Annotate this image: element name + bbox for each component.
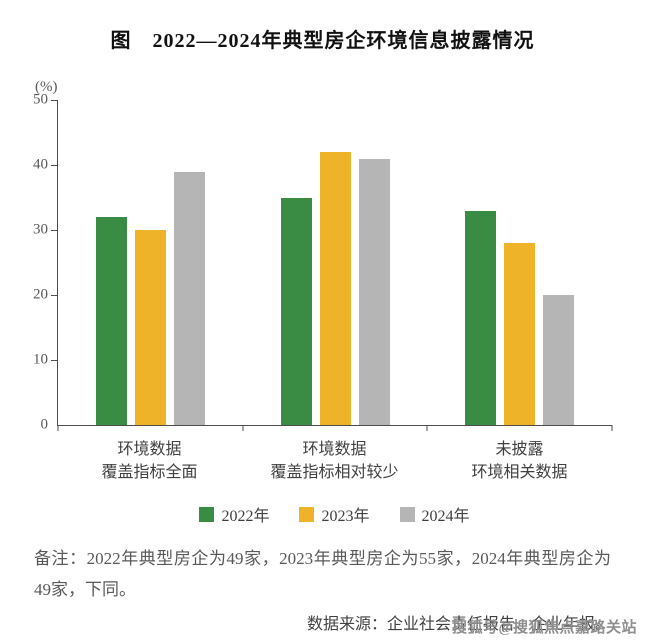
bar-group bbox=[427, 100, 612, 425]
legend-item: 2023年 bbox=[299, 502, 370, 526]
category-label: 未披露 环境相关数据 bbox=[471, 441, 568, 482]
legend: 2022年 2023年 2024年 bbox=[57, 502, 612, 526]
y-tick-mark bbox=[51, 229, 58, 231]
y-tick-mark bbox=[51, 359, 58, 361]
y-tick-mark bbox=[51, 294, 58, 296]
legend-swatch bbox=[199, 506, 215, 522]
category-label: 环境数据 覆盖指标全面 bbox=[101, 441, 198, 482]
bar-2023年 bbox=[319, 152, 351, 425]
y-axis-unit-label: (%) bbox=[35, 79, 58, 95]
source: 数据来源：企业社会责任报告、企业年报。 bbox=[306, 615, 611, 633]
bar-chart: (%) 0 10 20 30 40 50 环境数据 覆盖指标全面 环境数据 覆盖指标相对较少 未披… bbox=[33, 79, 613, 526]
y-tick-mark bbox=[51, 99, 58, 101]
plot-area: 0 10 20 30 40 50 bbox=[33, 92, 613, 432]
x-tick-mark bbox=[426, 425, 428, 431]
bar-2023年 bbox=[134, 230, 166, 425]
legend-item: 2022年 bbox=[199, 502, 269, 526]
y-tick-label: 10 bbox=[33, 351, 48, 368]
y-tick-label: 20 bbox=[33, 286, 48, 303]
legend-label: 2022年 bbox=[221, 508, 270, 526]
y-tick-label: 0 bbox=[40, 416, 49, 433]
legend-swatch bbox=[299, 506, 315, 522]
bar-2024年 bbox=[173, 171, 205, 425]
y-tick-mark bbox=[51, 164, 58, 166]
x-tick-mark bbox=[242, 425, 244, 431]
bar-2023年 bbox=[504, 243, 536, 425]
y-tick-label: 30 bbox=[33, 221, 48, 238]
bar-2024年 bbox=[543, 295, 575, 425]
legend-label: 2023年 bbox=[321, 508, 370, 526]
x-tick-mark bbox=[611, 425, 613, 431]
plot-wrap: 0 10 20 30 40 50 bbox=[33, 92, 613, 432]
bar-group bbox=[58, 100, 243, 425]
chart-title: 图 2022—2024年典型房企环境信息披露情况 bbox=[110, 30, 535, 52]
x-tick-mark bbox=[57, 425, 59, 431]
watermark: 搜狐号@搜狐焦点嘉路关站 bbox=[452, 620, 637, 636]
bar-group bbox=[243, 100, 428, 425]
bar-2022年 bbox=[465, 210, 497, 425]
legend-swatch bbox=[399, 506, 415, 522]
y-tick-label: 50 bbox=[33, 91, 48, 108]
legend-item: 2024年 bbox=[399, 502, 470, 526]
category-labels: 环境数据 覆盖指标全面 环境数据 覆盖指标相对较少 未披露 环境相关数据 bbox=[57, 438, 612, 484]
category-label: 环境数据 覆盖指标相对较少 bbox=[270, 441, 399, 482]
bar-2024年 bbox=[358, 158, 390, 425]
note: 备注：2022年典型房企为49家，2023年典型房企为55家，2024年典型房企… bbox=[34, 549, 611, 599]
legend-label: 2024年 bbox=[421, 508, 470, 526]
bar-2022年 bbox=[95, 217, 127, 425]
bar-2022年 bbox=[280, 197, 312, 425]
y-tick-label: 40 bbox=[33, 156, 48, 173]
